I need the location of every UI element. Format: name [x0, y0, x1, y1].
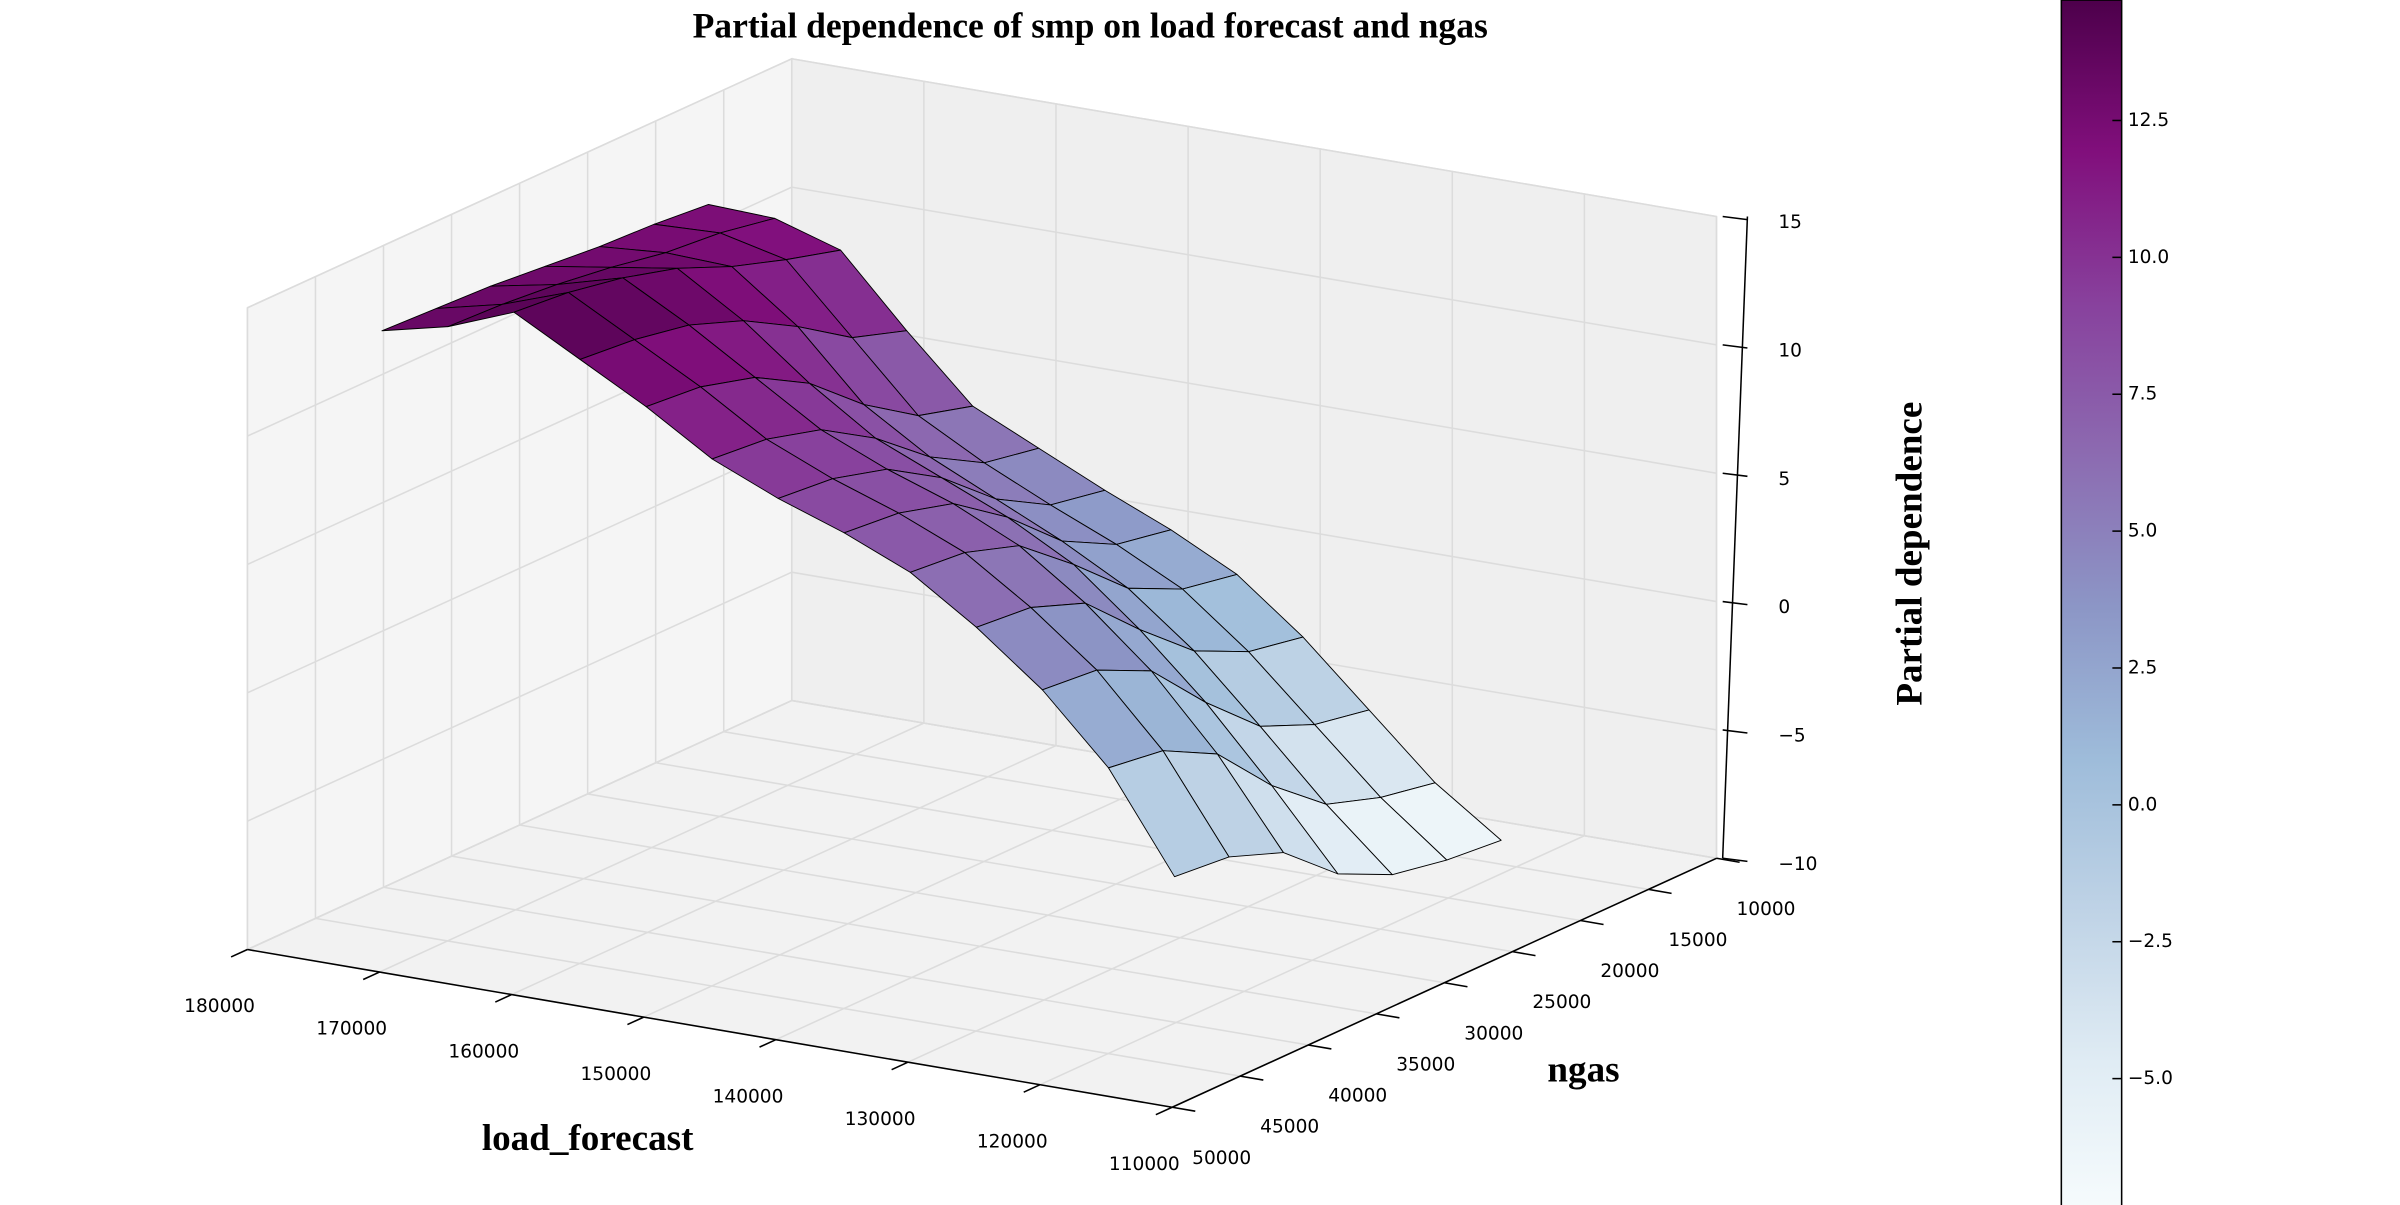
grid-line [247, 57, 1717, 309]
y-tick [1444, 981, 1468, 988]
y-tick [1172, 1106, 1196, 1112]
y-tick-label: 25000 [1532, 992, 1591, 1013]
x-tick [627, 1016, 645, 1026]
x-tick [362, 971, 380, 981]
z-tick [1722, 857, 1748, 863]
x-tick [891, 1061, 909, 1071]
x-axis-line [247, 948, 1173, 1109]
chart-title: Partial dependence of smp on load foreca… [693, 6, 1488, 46]
y-axis-line [1171, 857, 1717, 1108]
x-tick-label: 150000 [580, 1064, 651, 1085]
x-tick [230, 948, 248, 958]
y-tick-label: 15000 [1668, 930, 1727, 951]
x-tick-label: 180000 [184, 996, 255, 1017]
y-tick-label: 35000 [1396, 1054, 1455, 1075]
grid-line [247, 186, 1717, 437]
x-tick-label: 120000 [977, 1131, 1048, 1152]
z-tick [1722, 472, 1748, 478]
axes: 1800001700001600001500001400001300001200… [184, 212, 1817, 1175]
z-axis-label: Partial dependence [1889, 402, 1930, 706]
surface [381, 204, 1502, 878]
z-tick [1722, 600, 1748, 606]
y-tick-label: 10000 [1736, 899, 1795, 920]
y-tick [1240, 1075, 1264, 1081]
z-tick-label: 5 [1778, 469, 1790, 490]
colorbar-tick-label: 7.5 [2128, 384, 2158, 405]
colorbar-tick-label: 0.0 [2128, 794, 2158, 815]
z-axis-line [1721, 216, 1749, 859]
colorbar-tick-label: 12.5 [2128, 110, 2169, 131]
z-tick [1722, 215, 1748, 221]
y-tick-label: 50000 [1192, 1148, 1251, 1169]
colorbar: −5.0 −2.5 0.0 2.5 5.0 7.5 10.0 12.5 [2060, 0, 2173, 1205]
z-tick [1722, 729, 1748, 734]
x-tick-label: 130000 [845, 1109, 916, 1130]
x-tick [759, 1038, 777, 1048]
z-tick-label: 15 [1778, 212, 1802, 233]
y-tick [1308, 1044, 1332, 1050]
y-tick [1376, 1013, 1400, 1019]
x-tick-label: 160000 [448, 1041, 519, 1062]
y-tick-label: 20000 [1600, 961, 1659, 982]
colorbar-tick-label: 2.5 [2128, 657, 2158, 678]
colorbar-tick-label: −5.0 [2128, 1068, 2173, 1089]
x-tick-label: 170000 [316, 1019, 387, 1040]
colorbar-tick-label: −2.5 [2128, 931, 2173, 952]
x-tick [1023, 1084, 1041, 1093]
y-axis-label: ngas [1547, 1050, 1619, 1091]
grid-line [247, 571, 1717, 822]
z-tick [1722, 344, 1748, 349]
y-tick-label: 40000 [1328, 1086, 1387, 1107]
y-tick [1648, 888, 1672, 895]
y-tick [1716, 857, 1740, 863]
y-tick [1512, 950, 1536, 957]
colorbar-gradient [2060, 0, 2123, 1205]
colorbar-tick-label: 5.0 [2128, 521, 2158, 542]
x-tick-label: 110000 [1109, 1154, 1180, 1175]
y-tick [1580, 919, 1604, 926]
z-tick-label: 0 [1778, 597, 1790, 618]
z-tick-label: −10 [1778, 854, 1817, 875]
colorbar-tick-label: 10.0 [2128, 247, 2169, 268]
y-tick-label: 45000 [1260, 1117, 1319, 1138]
x-axis-label: load_forecast [482, 1118, 694, 1159]
z-tick-label: 10 [1778, 341, 1802, 362]
surface-patch [1108, 750, 1230, 878]
z-tick-label: −5 [1778, 726, 1805, 747]
x-tick [494, 993, 512, 1003]
x-tick-label: 140000 [713, 1086, 784, 1107]
x-tick [1155, 1106, 1173, 1116]
y-tick-label: 30000 [1464, 1023, 1523, 1044]
